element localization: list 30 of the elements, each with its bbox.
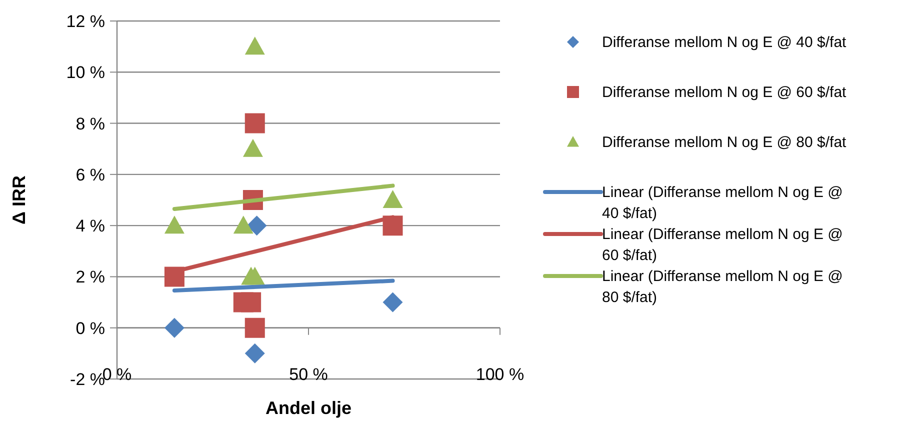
legend-label: Linear (Differanse mellom N og E @ 80 $/fat) — [602, 268, 843, 306]
y-tick-label: 8 % — [76, 114, 105, 134]
legend-label: Differanse mellom N og E @ 40 $/fat — [602, 34, 848, 51]
point — [164, 318, 184, 338]
legend-label: Differanse mellom N og E @ 60 $/fat — [602, 84, 848, 101]
point — [244, 266, 265, 285]
y-tick-label: 12 % — [66, 12, 105, 31]
y-axis-title: Δ IRR — [9, 176, 29, 224]
y-tick-label: 2 % — [76, 268, 105, 287]
point — [244, 318, 265, 338]
legend-label: Linear (Differanse mellom N og E @ 60 $/fat) — [602, 226, 843, 264]
y-tick-label: 4 % — [76, 216, 105, 236]
x-tick-label: 50 % — [289, 365, 328, 384]
x-axis-title: Andel olje — [265, 398, 352, 418]
point — [241, 292, 262, 312]
point — [244, 343, 265, 364]
point — [244, 36, 265, 55]
point — [233, 216, 254, 234]
y-tick-label: 0 % — [76, 318, 105, 338]
y-tick-label: 10 % — [66, 63, 105, 82]
legend-label: Differanse mellom N og E @ 80 $/fat — [602, 134, 848, 151]
x-tick-label: 100 % — [476, 365, 524, 384]
point — [382, 292, 403, 312]
point — [244, 113, 265, 134]
point — [246, 216, 267, 236]
point — [164, 216, 184, 234]
point — [382, 190, 403, 208]
legend-label: Linear (Differanse mellom N og E @ 40 $/fat) — [602, 184, 843, 222]
point — [242, 138, 263, 157]
y-tick-label: 6 % — [76, 165, 105, 184]
